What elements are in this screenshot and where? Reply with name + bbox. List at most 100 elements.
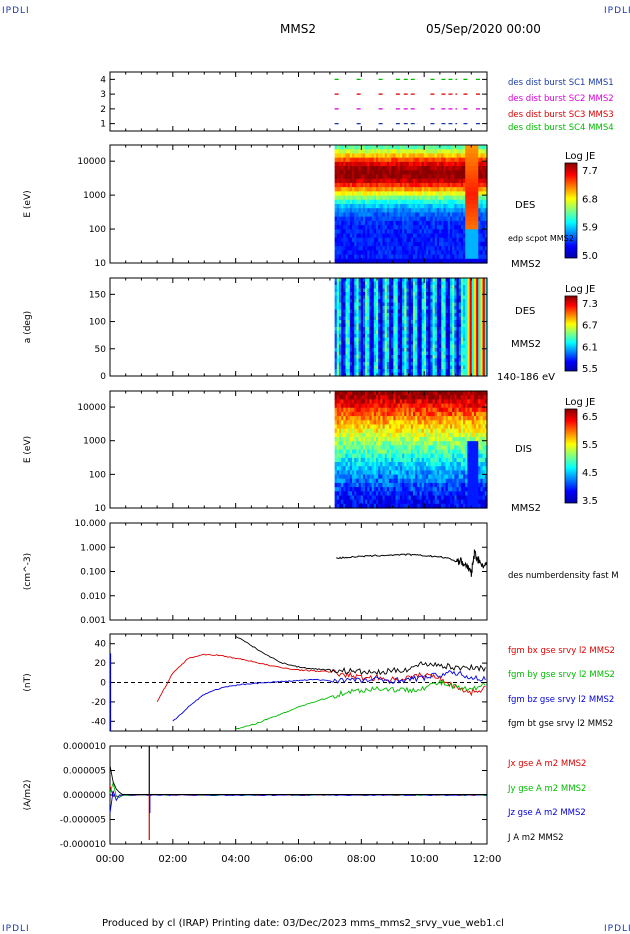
des-pitch-cell: [465, 281, 469, 286]
des-energy-cell: [358, 237, 362, 243]
dis-energy-cell: [395, 487, 399, 492]
des-energy-cell: [445, 161, 449, 167]
dis-energy-cell: [389, 474, 392, 480]
des-pitch-cell: [463, 306, 466, 311]
des-pitch-cell: [480, 295, 484, 300]
des-pitch-cell: [452, 337, 455, 342]
des-energy-cell: [399, 212, 403, 218]
des-energy-cell: [465, 254, 469, 260]
des-energy-cell: [347, 233, 351, 239]
des-pitch-cell: [375, 362, 379, 367]
des-pitch-cell: [423, 334, 427, 339]
des-energy-cell: [375, 170, 379, 176]
dis-energy-cell: [378, 466, 381, 471]
des-pitch-cell: [406, 281, 410, 286]
des-energy-cell: [458, 229, 462, 235]
des-energy-cell: [365, 225, 368, 230]
des-pitch-cell: [476, 348, 479, 353]
des-pitch-cell: [371, 372, 375, 377]
des-pitch-cell: [430, 344, 434, 349]
dis-energy-cell: [378, 449, 381, 455]
des-energy-cell: [373, 170, 377, 176]
dis-energy-cell: [371, 391, 375, 396]
des-pitch-cell: [343, 348, 347, 353]
des-energy-cell: [378, 258, 381, 264]
dis-energy-cell: [397, 391, 401, 396]
des-energy-cell: [406, 237, 410, 243]
dis-energy-cell: [345, 420, 349, 426]
des-pitch-cell: [482, 278, 486, 283]
des-energy-cell: [476, 161, 479, 167]
dis-energy-cell: [336, 416, 340, 421]
des-pitch-cell: [465, 323, 469, 328]
dis-energy-cell: [345, 395, 349, 400]
des-pitch-cell: [454, 281, 458, 286]
dis-energy-cell: [365, 436, 368, 442]
dis-energy-cell: [393, 495, 397, 501]
des-pitch-cell: [476, 299, 479, 304]
des-pitch-cell: [349, 295, 353, 300]
des-energy-cell: [397, 145, 401, 150]
des-pitch-cell: [365, 341, 368, 346]
des-pitch-cell: [471, 316, 475, 321]
des-pitch-cell: [375, 316, 379, 321]
des-energy-cell: [356, 191, 360, 197]
des-energy-cell: [423, 170, 427, 176]
des-energy-cell: [349, 149, 353, 155]
dis-energy-cell: [343, 416, 347, 421]
dis-energy-cell: [375, 482, 379, 488]
des-energy-cell: [408, 258, 412, 264]
dis-energy-cell: [373, 487, 377, 492]
dis-energy-cell: [362, 403, 366, 409]
des-pitch-cell: [460, 320, 464, 325]
dis-energy-cell: [365, 449, 368, 455]
des-energy-cell: [410, 149, 414, 155]
dis-energy-cell: [378, 445, 381, 451]
des-energy-cell: [465, 195, 469, 201]
des-pitch-cell: [393, 348, 397, 353]
des-pitch-cell: [408, 292, 412, 297]
dis-energy-cell: [354, 411, 357, 417]
des-energy-cell: [354, 246, 357, 251]
dis-energy-cell: [352, 399, 355, 405]
des-energy-cell: [469, 170, 473, 176]
des-pitch-cell: [399, 302, 403, 307]
des-pitch-cell: [354, 358, 357, 363]
des-pitch-cell: [471, 362, 475, 367]
des-pitch-cell: [426, 306, 429, 311]
des-pitch-cell: [482, 369, 486, 374]
des-pitch-cell: [421, 327, 425, 332]
des-energy-cell: [421, 208, 425, 214]
des-pitch-cell: [460, 330, 464, 335]
des-energy-cell: [389, 182, 392, 188]
des-pitch-cell: [382, 344, 386, 349]
des-energy-cell: [347, 187, 351, 192]
des-energy-cell: [473, 187, 477, 192]
des-pitch-cell: [371, 295, 375, 300]
dis-energy-cell: [389, 482, 392, 488]
des-energy-cell: [447, 161, 451, 167]
des-energy-cell: [365, 178, 368, 184]
dis-energy-cell: [367, 495, 371, 501]
dis-energy-cell: [391, 478, 395, 484]
des-pitch-cell: [380, 316, 384, 321]
des-energy-cell: [365, 250, 368, 256]
dis-energy-cell: [395, 407, 399, 413]
des-energy-cell: [389, 195, 392, 201]
des-energy-cell: [341, 220, 344, 226]
des-pitch-cell: [395, 313, 399, 318]
dis-energy-cell: [395, 453, 399, 459]
des-pitch-cell: [399, 278, 403, 283]
des-pitch-cell: [484, 313, 488, 318]
des-pitch-cell: [367, 278, 371, 283]
des-pitch-cell: [482, 285, 486, 290]
des-pitch-cell: [428, 323, 432, 328]
des-pitch-cell: [352, 295, 355, 300]
des-energy-cell: [397, 174, 401, 180]
des-energy-cell: [347, 208, 351, 214]
dis-energy-cell: [343, 482, 347, 488]
des-energy-cell: [434, 191, 438, 197]
des-pitch-cell: [445, 341, 449, 346]
des-pitch-cell: [362, 341, 366, 346]
des-pitch-cell: [484, 362, 488, 367]
